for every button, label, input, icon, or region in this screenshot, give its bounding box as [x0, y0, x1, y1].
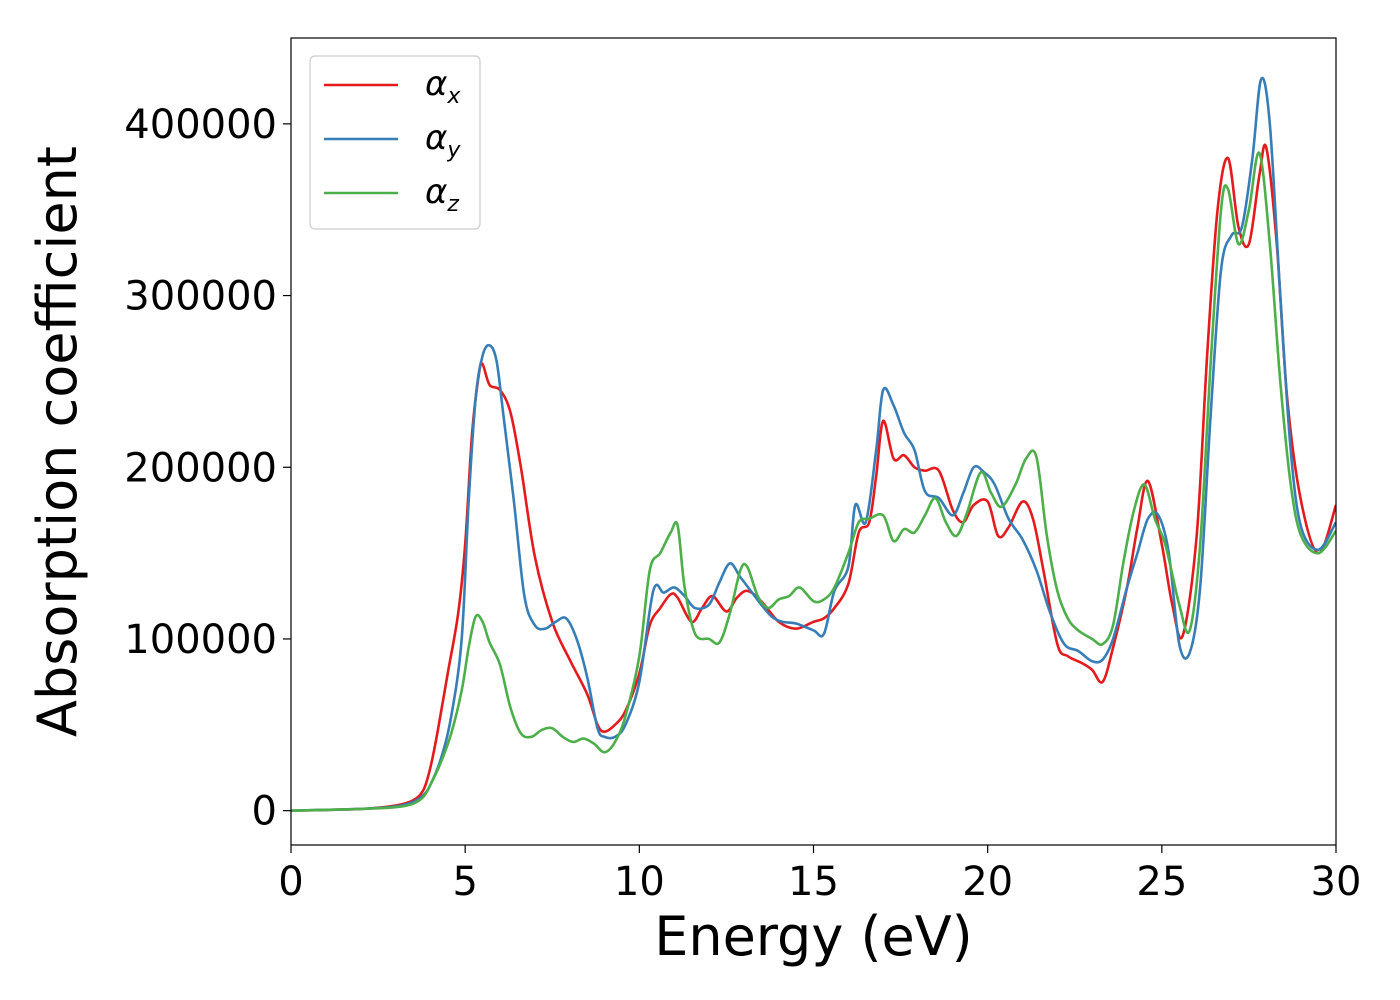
x-tick-label: 5: [452, 859, 477, 905]
x-tick-label: 0: [278, 859, 303, 905]
series-line-x: [291, 143, 1336, 812]
y-tick-label: 0: [252, 789, 277, 835]
x-axis-title: Energy (eV): [654, 905, 973, 968]
y-tick-label: 300000: [124, 274, 277, 320]
x-tick-label: 30: [1311, 859, 1362, 905]
x-tick-label: 20: [962, 859, 1013, 905]
x-tick-label: 15: [788, 859, 839, 905]
y-axis-ticks: 0 100000 200000 300000 400000: [124, 102, 291, 835]
legend: αx αy αz: [309, 55, 481, 230]
y-axis-title: Absorption coefficient: [26, 146, 89, 737]
legend-label-x: αx: [425, 64, 461, 109]
x-axis-ticks: 0 5 10 15 20 25 30: [278, 845, 1361, 905]
plot-lines: [291, 76, 1336, 812]
series-line-z: [291, 151, 1336, 812]
x-tick-label: 25: [1136, 859, 1187, 905]
x-tick-label: 10: [614, 859, 665, 905]
legend-box: [309, 55, 481, 230]
series-line-y: [291, 76, 1336, 812]
y-tick-label: 200000: [124, 445, 277, 491]
legend-label-z: αz: [425, 172, 459, 217]
y-tick-label: 400000: [124, 102, 277, 148]
legend-label-y: αy: [425, 118, 461, 163]
y-tick-label: 100000: [124, 617, 277, 663]
